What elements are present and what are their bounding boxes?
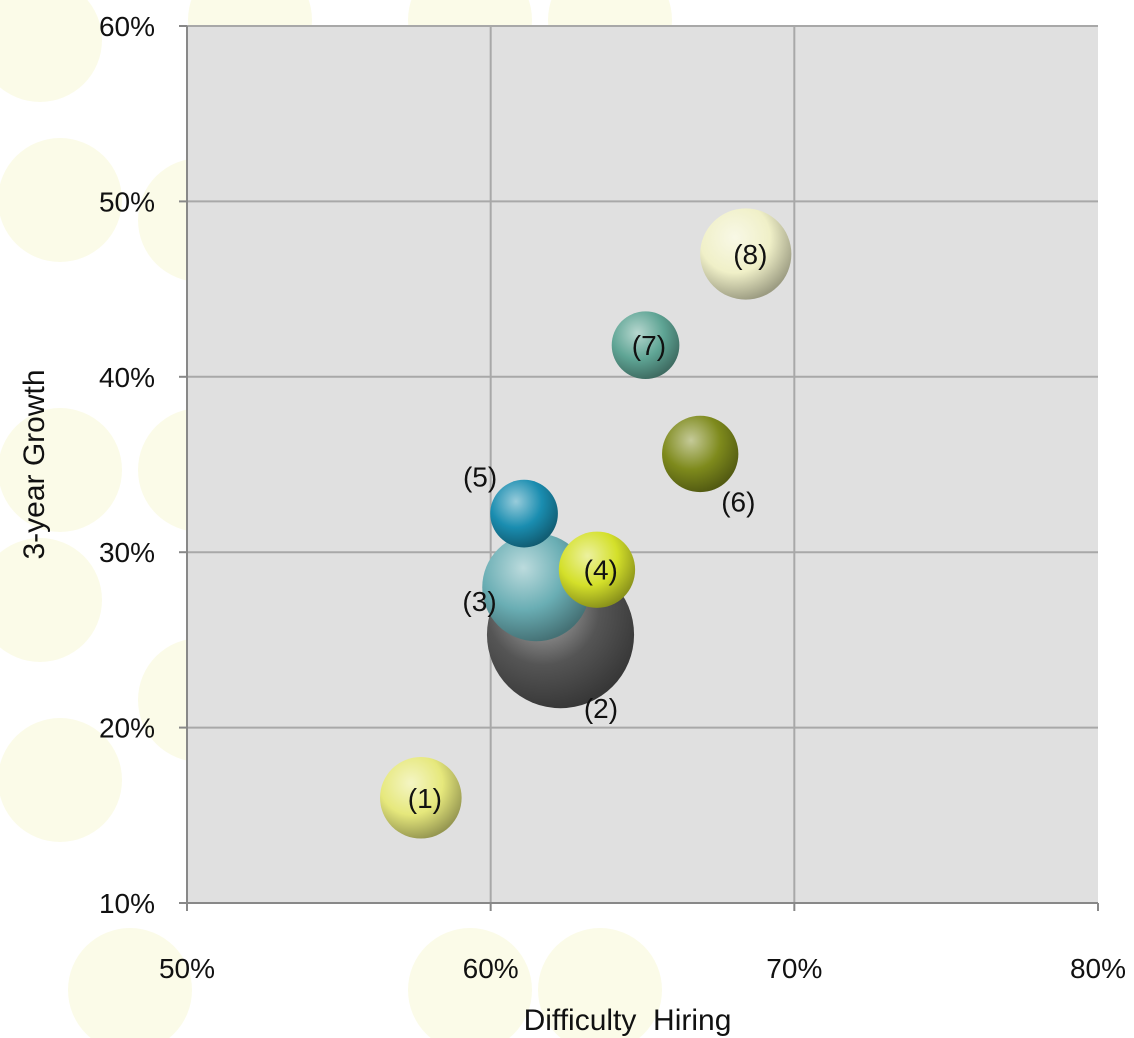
bubble-labels: (1) (2) (3) (4) (5) (6) (7) (8) xyxy=(408,239,768,814)
bubble-label-8: (8) xyxy=(733,239,767,270)
background-dot xyxy=(408,928,532,1038)
x-tick-label: 70% xyxy=(766,953,822,984)
bubble-6 xyxy=(662,415,739,493)
background-dot xyxy=(68,928,192,1038)
gridlines xyxy=(187,25,1098,903)
plot-area xyxy=(187,26,1098,903)
y-tick-label: 30% xyxy=(99,537,155,568)
bubble-label-4: (4) xyxy=(584,555,618,586)
background-dot xyxy=(538,928,662,1038)
y-tick-label: 20% xyxy=(99,713,155,744)
y-tick-label: 10% xyxy=(99,888,155,919)
bubble-5 xyxy=(490,479,558,548)
bubbles xyxy=(380,208,792,839)
background-dot xyxy=(0,538,102,662)
x-tick-label: 80% xyxy=(1070,953,1126,984)
y-tick-label: 50% xyxy=(99,186,155,217)
bubble-label-6: (6) xyxy=(721,487,755,518)
y-tick-label: 60% xyxy=(99,11,155,42)
bubble-label-5: (5) xyxy=(463,461,497,492)
bubble-label-1: (1) xyxy=(408,783,442,814)
bubble-label-3: (3) xyxy=(462,586,496,617)
x-tick-label: 50% xyxy=(159,953,215,984)
bubble-1 xyxy=(380,756,462,839)
background-dot xyxy=(0,0,102,102)
x-axis-title: Difficulty Hiring xyxy=(524,1004,732,1037)
bubble-label-2: (2) xyxy=(584,693,618,724)
bubble-label-7: (7) xyxy=(632,330,666,361)
y-tick-label: 40% xyxy=(99,362,155,393)
y-axis-title: 3-year Growth xyxy=(18,369,51,559)
bubble-8 xyxy=(700,208,792,300)
axes: 10% 20% 30% 40% 50% 60% 50% 60% 70% 80% xyxy=(99,11,1126,984)
background-dot xyxy=(0,408,122,532)
x-tick-label: 60% xyxy=(463,953,519,984)
background-dot xyxy=(0,138,122,262)
bubble-7 xyxy=(611,311,680,380)
bubble-4 xyxy=(558,531,636,608)
background-dot xyxy=(0,718,122,842)
